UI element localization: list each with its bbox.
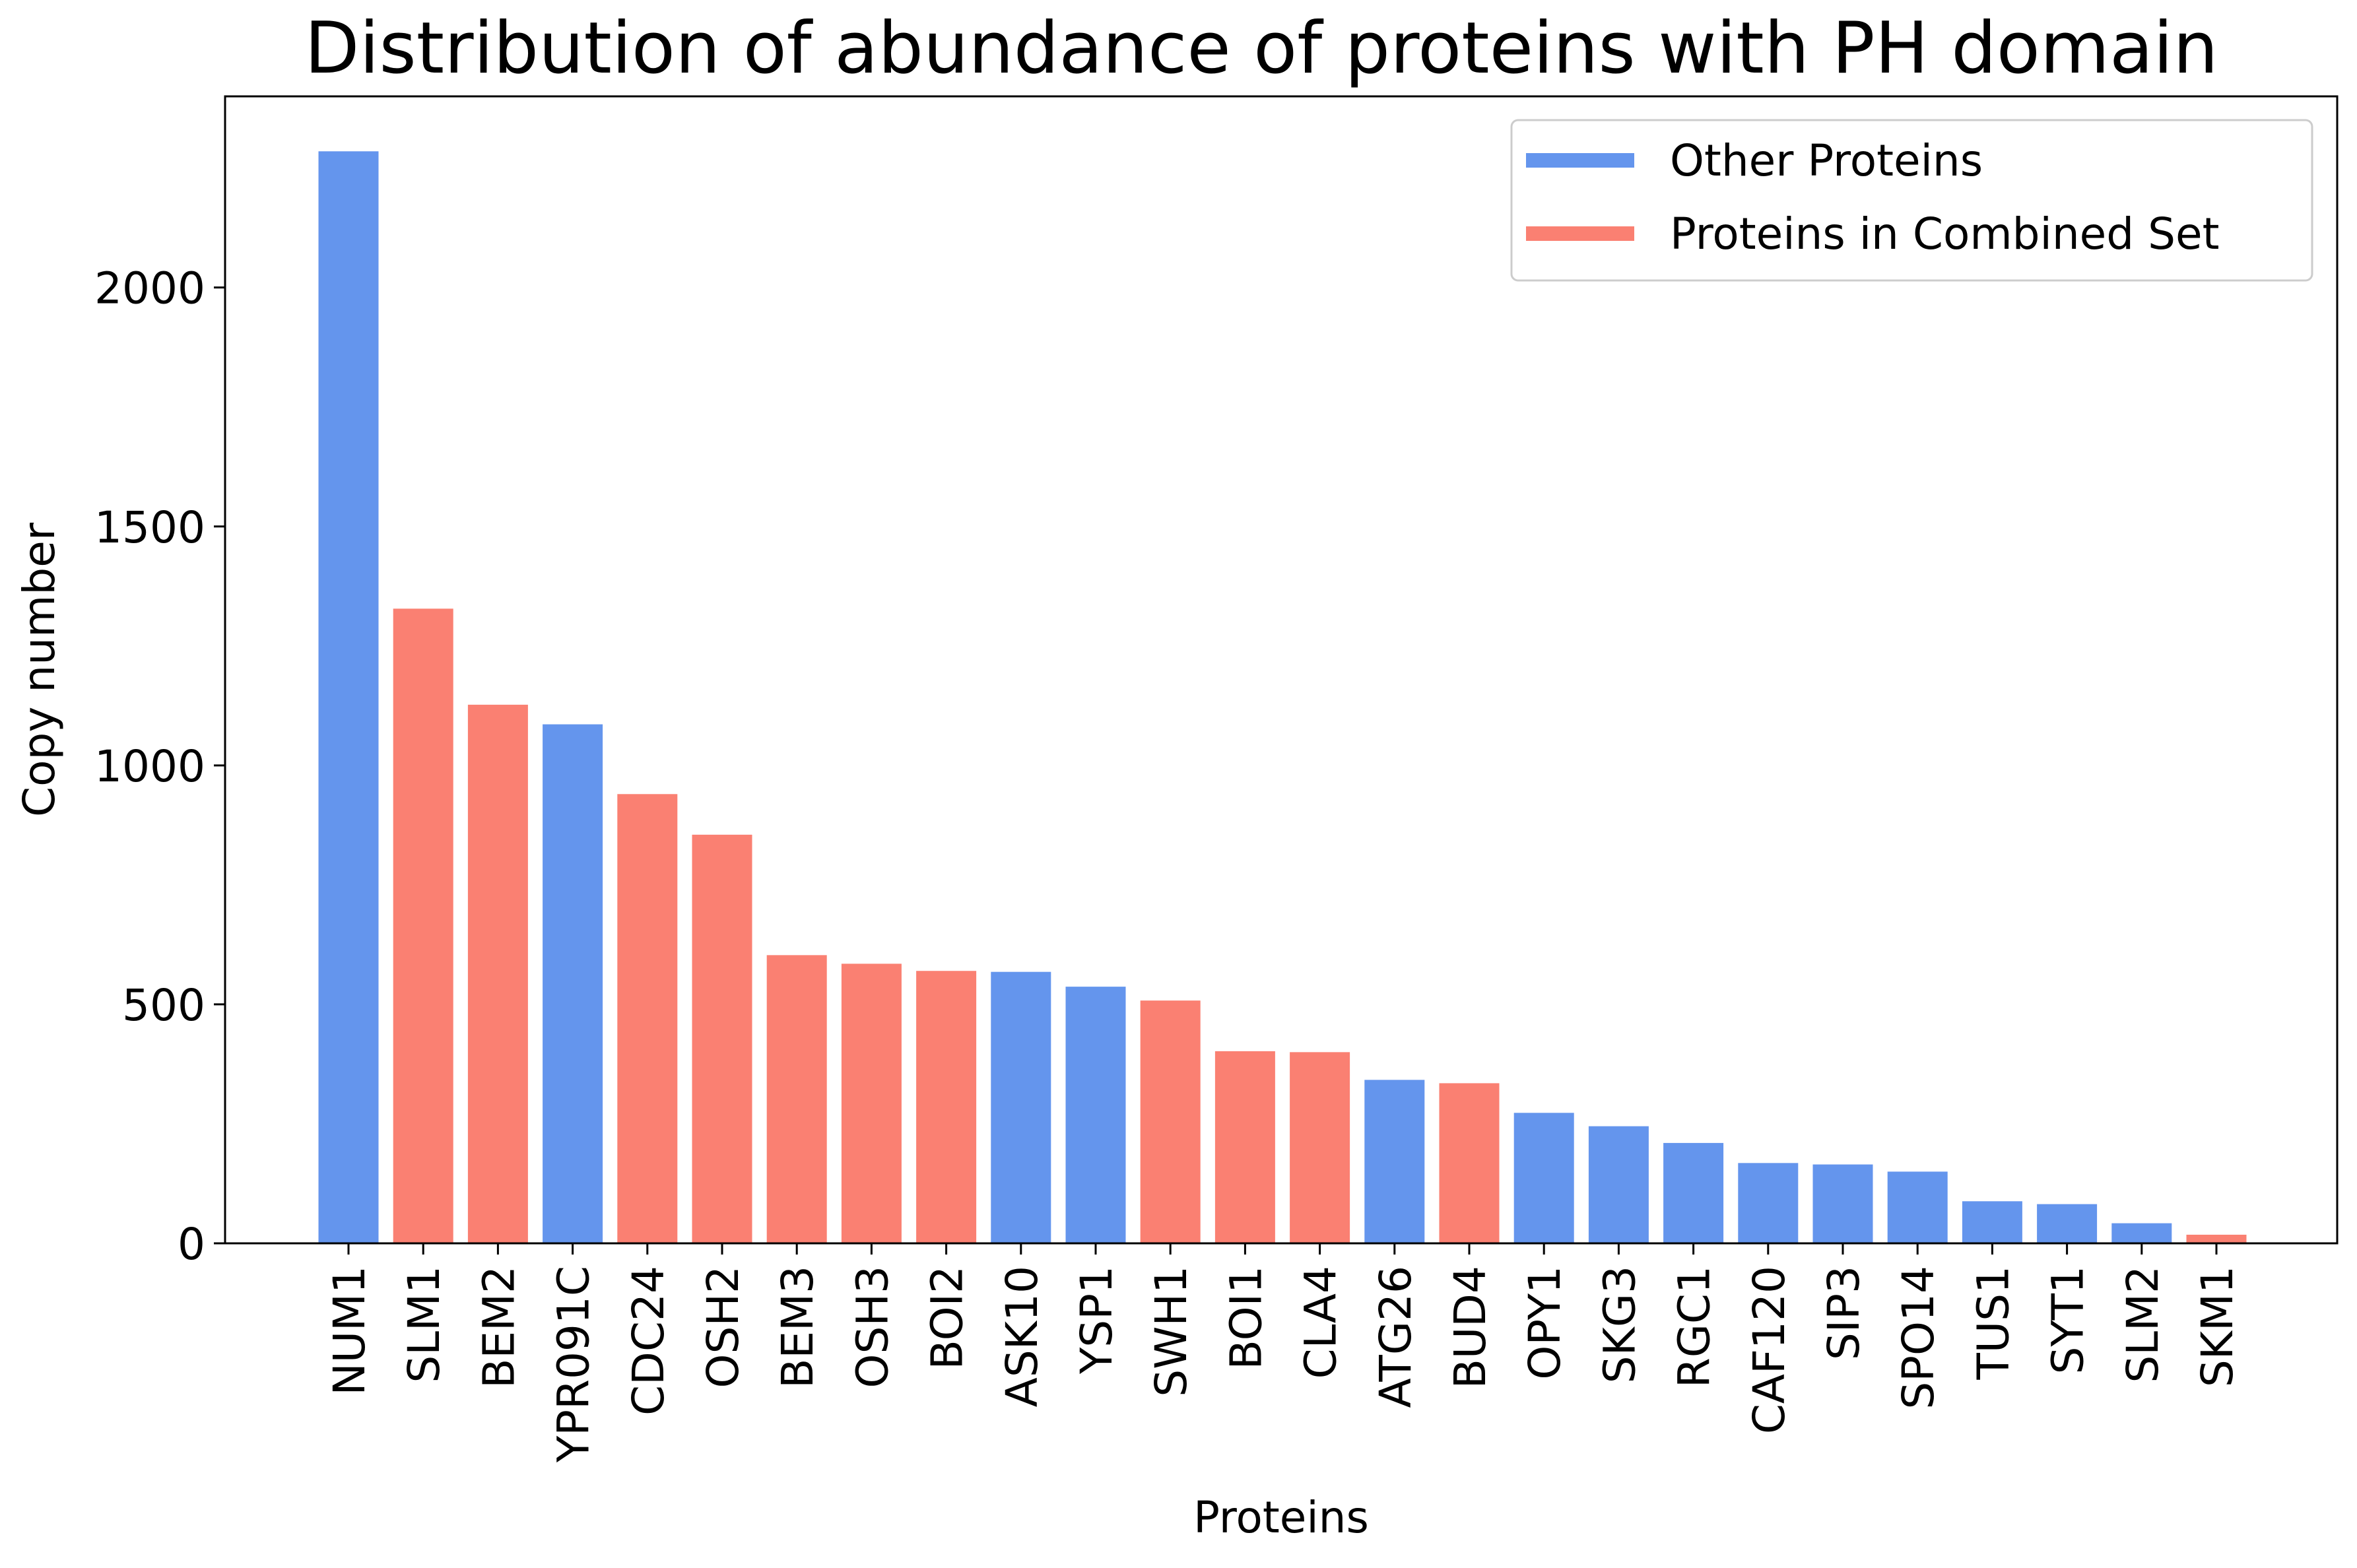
bar-tus1: [1962, 1201, 2022, 1243]
x-tick-label-caf120: CAF120: [1744, 1266, 1795, 1434]
x-tick-label-ysp1: YSP1: [1071, 1266, 1122, 1375]
bar-osh2: [692, 834, 752, 1243]
x-tick-label-slm1: SLM1: [399, 1266, 449, 1383]
bar-skg3: [1588, 1126, 1649, 1243]
x-tick-label-bud4: BUD4: [1445, 1266, 1496, 1388]
x-tick-label-slm2: SLM2: [2117, 1266, 2168, 1383]
y-tick-label-0: 0: [178, 1219, 205, 1270]
bar-bud4: [1439, 1083, 1500, 1243]
y-tick-label-500: 500: [122, 980, 205, 1031]
bar-sip3: [1812, 1164, 1873, 1243]
bar-ypr091c: [543, 724, 603, 1243]
bar-ask10: [991, 971, 1051, 1243]
x-tick-label-cdc24: CDC24: [623, 1266, 674, 1416]
bar-bem3: [766, 955, 827, 1243]
legend: Other Proteins Proteins in Combined Set: [1510, 119, 2313, 282]
y-tick-label-2000: 2000: [94, 263, 205, 314]
bar-slm2: [2111, 1223, 2172, 1243]
x-tick-label-osh2: OSH2: [698, 1266, 748, 1388]
x-tick-label-spo14: SPO14: [1893, 1266, 1944, 1410]
x-tick-label-swh1: SWH1: [1146, 1266, 1197, 1397]
x-tick-label-opy1: OPY1: [1519, 1266, 1570, 1380]
x-tick-label-skg3: SKG3: [1594, 1266, 1645, 1383]
x-tick-label-rgc1: RGC1: [1669, 1266, 1720, 1388]
x-axis: NUM1 SLM1 BEM2 YPR091C CDC24 OSH2 BEM3 OSH3 BOI2…: [324, 1243, 2243, 1463]
legend-box: [1510, 119, 2313, 282]
x-tick-label-sip3: SIP3: [1818, 1266, 1869, 1360]
x-tick-label-ypr091c: YPR091C: [548, 1266, 599, 1463]
x-tick-label-boi2: BOI2: [922, 1266, 973, 1370]
x-tick-label-skm1: SKM1: [2192, 1266, 2243, 1387]
bar-boi2: [916, 971, 977, 1243]
x-tick-label-bem2: BEM2: [473, 1266, 524, 1388]
bar-cla4: [1290, 1052, 1350, 1243]
x-tick-label-cla4: CLA4: [1296, 1266, 1346, 1379]
y-axis-label: Copy number: [14, 522, 65, 817]
chart-title: Distribution of abundance of proteins wi…: [304, 7, 2218, 90]
bar-rgc1: [1663, 1142, 1724, 1243]
plot-frame: [224, 95, 2339, 1245]
x-tick-label-bem3: BEM3: [772, 1266, 823, 1388]
x-tick-label-atg26: ATG26: [1370, 1266, 1421, 1408]
legend-label-other: Other Proteins: [1670, 135, 1983, 186]
bar-ysp1: [1065, 987, 1126, 1243]
x-axis-label: Proteins: [1193, 1492, 1369, 1543]
bar-caf120: [1738, 1163, 1799, 1243]
bar-boi1: [1214, 1051, 1275, 1243]
legend-label-combined: Proteins in Combined Set: [1670, 209, 2220, 259]
bar-slm1: [393, 608, 453, 1243]
bar-spo14: [1887, 1171, 1948, 1243]
x-tick-label-osh3: OSH3: [847, 1266, 898, 1388]
bar-opy1: [1513, 1113, 1574, 1243]
y-tick-label-1500: 1500: [94, 502, 205, 553]
bars-layer: [318, 151, 2247, 1243]
bar-num1: [318, 151, 379, 1243]
x-tick-label-num1: NUM1: [324, 1266, 375, 1396]
bar-cdc24: [617, 794, 678, 1243]
x-tick-label-syt1: SYT1: [2043, 1266, 2094, 1375]
bar-skm1: [2186, 1234, 2247, 1243]
bar-syt1: [2037, 1204, 2098, 1243]
bar-osh3: [841, 964, 902, 1243]
bar-atg26: [1364, 1080, 1425, 1243]
x-tick-label-tus1: TUS1: [1968, 1266, 2018, 1381]
bar-swh1: [1140, 1000, 1201, 1243]
x-tick-label-boi1: BOI1: [1220, 1266, 1271, 1370]
y-tick-label-1000: 1000: [94, 741, 205, 792]
y-axis: 0 500 1000 1500 2000: [94, 263, 225, 1270]
bar-bem2: [467, 704, 528, 1243]
x-tick-label-ask10: ASK10: [997, 1266, 1047, 1407]
